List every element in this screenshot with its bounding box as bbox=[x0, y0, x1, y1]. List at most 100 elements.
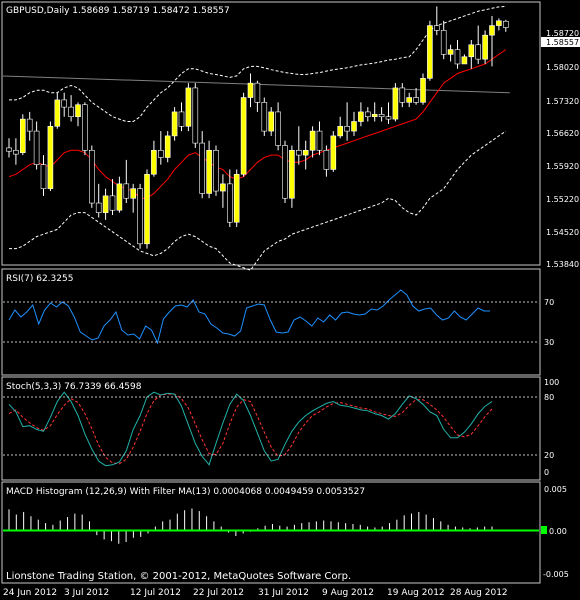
candle-body bbox=[468, 44, 475, 58]
candle-body bbox=[109, 195, 116, 211]
macd-level-label: -0.005 bbox=[543, 570, 569, 579]
macd-series-layer bbox=[3, 508, 539, 544]
candle-body bbox=[47, 126, 54, 189]
candle-body bbox=[295, 149, 302, 156]
candle-body bbox=[19, 118, 26, 153]
stoch-signal-line bbox=[8, 393, 493, 465]
candle-body bbox=[213, 149, 219, 192]
candle-body bbox=[323, 149, 330, 170]
candle-body bbox=[385, 116, 392, 120]
candle-body bbox=[82, 104, 88, 151]
candle-body bbox=[185, 87, 192, 127]
date-label: 31 Jul 2012 bbox=[258, 588, 309, 598]
candle-body bbox=[392, 87, 399, 120]
candle-body bbox=[6, 147, 12, 152]
rsi-header: RSI(7) 62.3255 bbox=[6, 274, 73, 284]
candle-body bbox=[454, 49, 461, 65]
stoch-level-label: 80 bbox=[544, 393, 554, 402]
date-axis: 24 Jun 2012 3 Jul 2012 12 Jul 2012 22 Ju… bbox=[3, 588, 508, 598]
candle-body bbox=[316, 130, 323, 151]
candle-body bbox=[475, 44, 482, 60]
stoch-level-label: 0 bbox=[544, 468, 549, 477]
rsi-panel[interactable] bbox=[1, 268, 541, 376]
candle-body bbox=[254, 82, 261, 103]
price-label: 1.55220 bbox=[546, 195, 579, 204]
candle-body bbox=[378, 114, 385, 118]
date-label: 22 Jul 2012 bbox=[193, 588, 244, 598]
current-price-label: 1.58557 bbox=[546, 38, 579, 47]
date-label: 28 Aug 2012 bbox=[450, 588, 508, 598]
candle-body bbox=[102, 195, 109, 213]
stoch-level-label: 100 bbox=[544, 378, 559, 387]
candle-body bbox=[433, 25, 440, 31]
macd-header: MACD Histogram (12,26,9) With Filter MA(… bbox=[6, 487, 365, 497]
candle-body bbox=[330, 135, 337, 170]
stoch-panel[interactable] bbox=[1, 376, 541, 481]
candle-body bbox=[233, 173, 240, 223]
candle-body bbox=[33, 130, 40, 165]
candle-body bbox=[502, 20, 509, 28]
current-price-box bbox=[541, 37, 580, 47]
symbol-header: GBPUSD,Daily 1.58689 1.58719 1.58472 1.5… bbox=[6, 6, 230, 16]
candle-body bbox=[413, 97, 419, 103]
candle-body bbox=[461, 56, 468, 65]
date-label: 12 Jul 2012 bbox=[130, 588, 181, 598]
candle-body bbox=[151, 149, 157, 175]
macd-zero-label: 0.00 bbox=[549, 527, 567, 536]
candle-body bbox=[268, 111, 275, 132]
candle-body bbox=[89, 149, 95, 204]
price-label: 1.53840 bbox=[546, 260, 579, 269]
candle-body bbox=[40, 164, 47, 189]
candle-body bbox=[75, 104, 81, 118]
macd-zero-box bbox=[541, 526, 547, 534]
rsi-level-label: 70 bbox=[544, 298, 554, 307]
candle-body bbox=[61, 99, 68, 108]
candle-body bbox=[440, 30, 447, 55]
candle-body bbox=[337, 126, 344, 137]
candle-body bbox=[95, 202, 102, 213]
price-label: 1.58720 bbox=[546, 29, 579, 38]
candle-body bbox=[130, 188, 136, 199]
candle-body bbox=[171, 111, 178, 137]
candle-body bbox=[482, 34, 488, 60]
rsi-line bbox=[8, 289, 490, 345]
rsi-series-layer bbox=[8, 289, 490, 345]
candle-body bbox=[137, 188, 143, 245]
candle-body bbox=[275, 111, 281, 146]
candle-body bbox=[199, 142, 205, 194]
price-label: 1.56620 bbox=[546, 129, 579, 138]
candle-body bbox=[289, 149, 295, 199]
candle-body bbox=[158, 149, 164, 158]
candle-body bbox=[427, 25, 433, 79]
stoch-level-label: 20 bbox=[544, 451, 554, 460]
candle-body bbox=[406, 97, 413, 103]
bollinger-lower-band bbox=[9, 130, 507, 271]
candle-body bbox=[344, 126, 350, 132]
macd-panel[interactable] bbox=[1, 481, 541, 584]
candle-body bbox=[247, 82, 254, 98]
candle-body bbox=[302, 149, 309, 156]
candle-body bbox=[54, 99, 61, 127]
candle-body bbox=[364, 111, 371, 118]
price-series-layer bbox=[2, 5, 510, 271]
price-label: 1.55920 bbox=[546, 162, 579, 171]
price-panel[interactable] bbox=[1, 1, 541, 266]
candle-body bbox=[13, 149, 19, 155]
bollinger-upper-band bbox=[9, 5, 506, 122]
macd-level-label: 0.005 bbox=[544, 485, 567, 494]
date-label: 24 Jun 2012 bbox=[3, 588, 57, 598]
copyright-text: Lionstone Trading Station, © 2001-2012, … bbox=[6, 571, 351, 582]
candle-body bbox=[371, 114, 378, 118]
candle-body bbox=[309, 130, 316, 151]
candle-body bbox=[192, 87, 199, 144]
candle-body bbox=[227, 183, 233, 223]
price-label: 1.54520 bbox=[546, 228, 579, 237]
date-label: 3 Jul 2012 bbox=[64, 588, 109, 598]
candle-body bbox=[489, 25, 495, 36]
candle-body bbox=[420, 78, 426, 103]
rsi-level-label: 30 bbox=[544, 338, 554, 347]
date-label: 19 Aug 2012 bbox=[387, 588, 445, 598]
candle-body bbox=[116, 183, 123, 211]
candle-body bbox=[206, 149, 212, 194]
